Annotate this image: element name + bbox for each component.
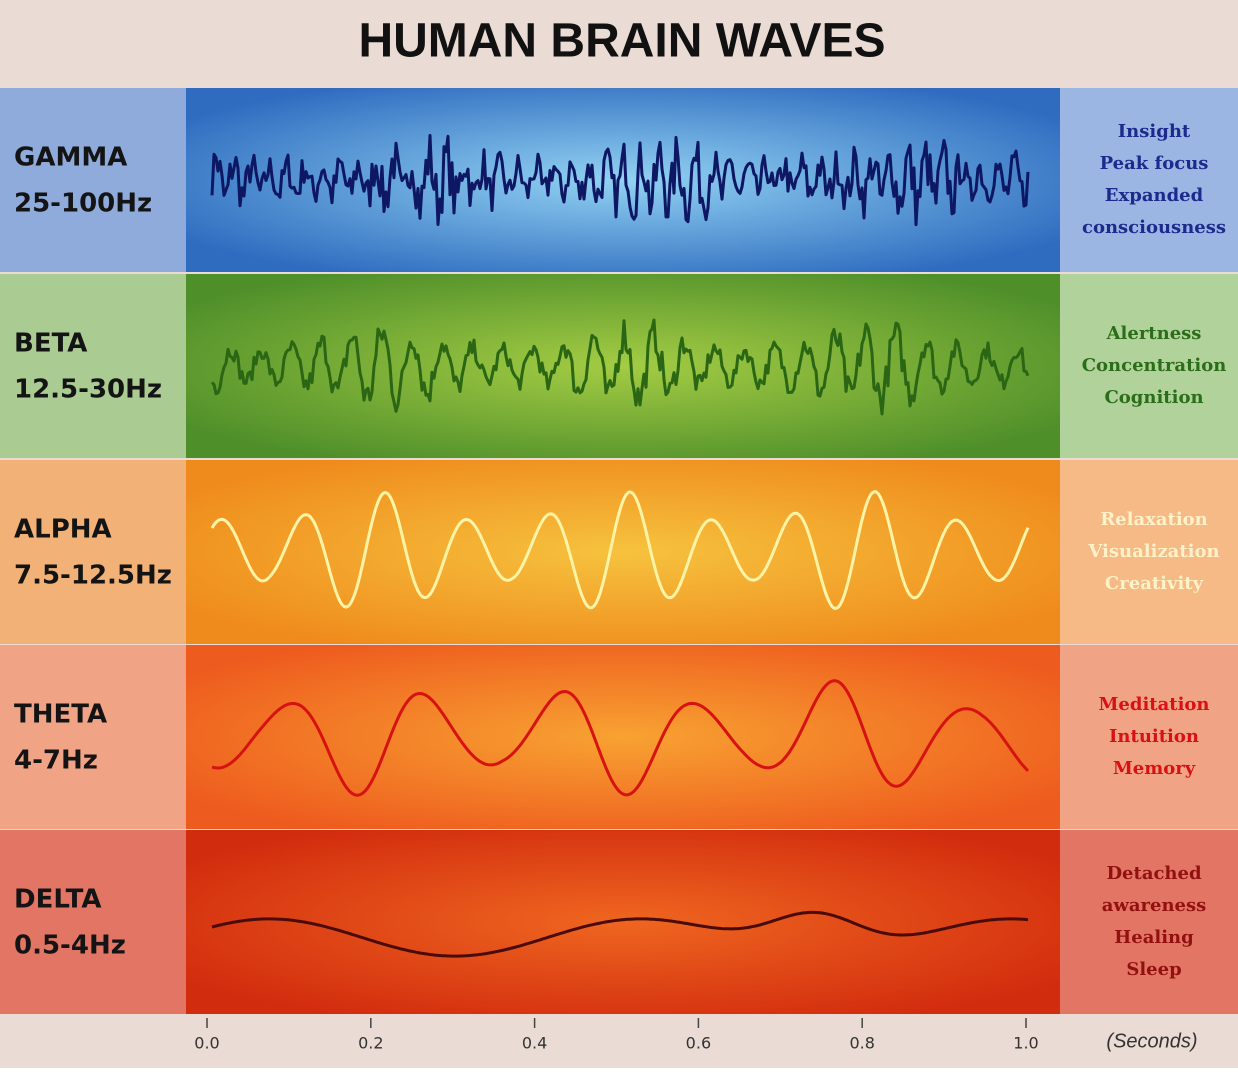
wave-panel (186, 830, 1060, 1014)
band-name: DELTA (14, 885, 101, 915)
band-range: 25-100Hz (14, 189, 152, 219)
effect: Concentration (1082, 355, 1227, 376)
effect: Intuition (1109, 726, 1199, 747)
wave (210, 490, 1030, 610)
effect: awareness (1102, 895, 1207, 916)
effects-cell (1060, 645, 1238, 829)
band-range: 7.5-12.5Hz (14, 561, 172, 591)
wave (211, 910, 1029, 958)
band-label-cell (0, 88, 186, 272)
wave (210, 134, 1030, 227)
effect: Healing (1114, 927, 1194, 948)
axis-unit: (Seconds) (1106, 1030, 1197, 1052)
band-name: BETA (14, 329, 87, 359)
wave (211, 679, 1030, 797)
effect: Memory (1113, 758, 1196, 779)
band-range: 0.5-4Hz (14, 931, 126, 961)
x-tick-label: 0.2 (358, 1034, 383, 1053)
title: HUMAN BRAIN WAVES (358, 15, 885, 68)
band-label-cell (0, 830, 186, 1014)
effect: Detached (1106, 863, 1202, 884)
x-tick-label: 0.8 (849, 1034, 874, 1053)
band-name: GAMMA (14, 143, 127, 173)
effect: Creativity (1105, 573, 1204, 594)
effect: Cognition (1104, 387, 1203, 408)
effect: consciousness (1082, 217, 1226, 238)
effect: Insight (1118, 121, 1191, 142)
band-label-cell (0, 645, 186, 829)
effects-cell (1060, 88, 1238, 272)
effect: Peak focus (1100, 153, 1209, 174)
effect: Alertness (1106, 323, 1202, 344)
x-tick-label: 0.6 (686, 1034, 711, 1053)
effect: Meditation (1098, 694, 1209, 715)
effect: Visualization (1087, 541, 1219, 562)
effects-cell (1060, 274, 1238, 458)
effect: Sleep (1126, 959, 1181, 980)
x-tick-label: 0.4 (522, 1034, 547, 1053)
band-range: 4-7Hz (14, 746, 98, 776)
effects-cell (1060, 460, 1238, 644)
effects-cell (1060, 830, 1238, 1014)
wave-panel (186, 274, 1060, 458)
band-label-cell (0, 274, 186, 458)
band-label-cell (0, 460, 186, 644)
wave-panel (186, 645, 1060, 829)
effect: Expanded (1105, 185, 1204, 206)
band-name: ALPHA (14, 515, 112, 545)
wave-panel (186, 460, 1060, 644)
x-tick-label: 1.0 (1013, 1034, 1038, 1053)
band-range: 12.5-30Hz (14, 375, 162, 405)
x-tick-label: 0.0 (194, 1034, 219, 1053)
effect: Relaxation (1100, 509, 1208, 530)
band-name: THETA (14, 700, 107, 730)
wave (210, 318, 1030, 416)
